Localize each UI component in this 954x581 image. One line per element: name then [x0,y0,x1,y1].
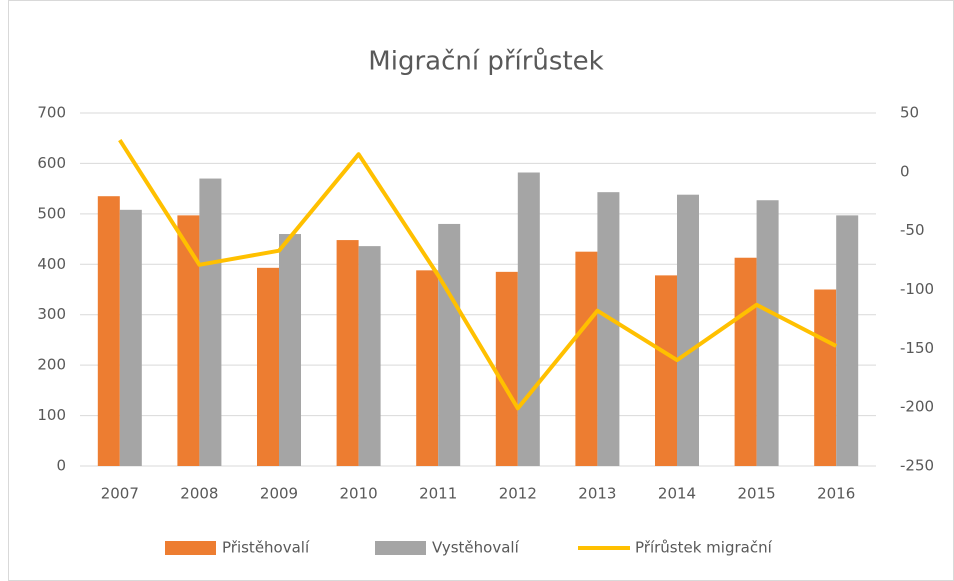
bar [575,251,598,466]
y-tick-label: 700 [37,104,66,122]
x-tick-label: 2013 [578,485,616,503]
y-tick-label: 600 [37,154,66,172]
legend-swatch [375,541,426,555]
bar [517,172,540,466]
bar [97,196,120,466]
bar [119,209,142,466]
y2-tick-label: -50 [900,221,925,239]
x-tick-label: 2015 [738,485,776,503]
x-tick-label: 2008 [180,485,218,503]
x-tick-label: 2009 [260,485,298,503]
y-tick-label: 0 [56,457,66,475]
bar [597,192,620,466]
bar [655,275,677,466]
bar [416,270,439,466]
bar [756,200,779,466]
y2-tick-label: 50 [900,104,919,122]
bar [199,178,222,467]
bar [734,257,757,466]
bar [814,289,837,466]
y2-tick-label: 0 [900,162,910,180]
bar [336,240,359,466]
y-tick-label: 400 [37,255,66,273]
x-tick-label: 2014 [658,485,696,503]
y-tick-label: 300 [37,305,66,323]
chart-title: Migrační přírůstek [368,47,603,77]
bar [279,234,301,466]
bar [495,271,518,466]
y-tick-label: 500 [37,204,66,222]
x-tick-label: 2012 [499,485,537,503]
bar [177,215,200,466]
bar [677,194,699,467]
legend-swatch [165,541,216,555]
line [118,138,838,411]
y2-tick-label: -200 [900,398,934,416]
y2-tick-label: -150 [900,339,934,357]
legend-label: Přistěhovalí [222,539,310,557]
bar [257,267,279,466]
legend-label: Vystěhovalí [432,539,520,557]
bar [836,215,859,466]
x-tick-label: 2016 [817,485,855,503]
x-tick-label: 2011 [419,485,457,503]
x-tick-label: 2010 [340,485,378,503]
y2-tick-label: -250 [900,457,934,475]
legend-label: Přírůstek migrační [635,539,773,557]
bar [358,246,381,466]
y-tick-label: 200 [37,356,66,374]
chart-border [8,0,954,581]
x-tick-label: 2007 [101,485,139,503]
y-tick-label: 100 [37,406,66,424]
bar [438,223,461,466]
y2-tick-label: -100 [900,280,934,298]
